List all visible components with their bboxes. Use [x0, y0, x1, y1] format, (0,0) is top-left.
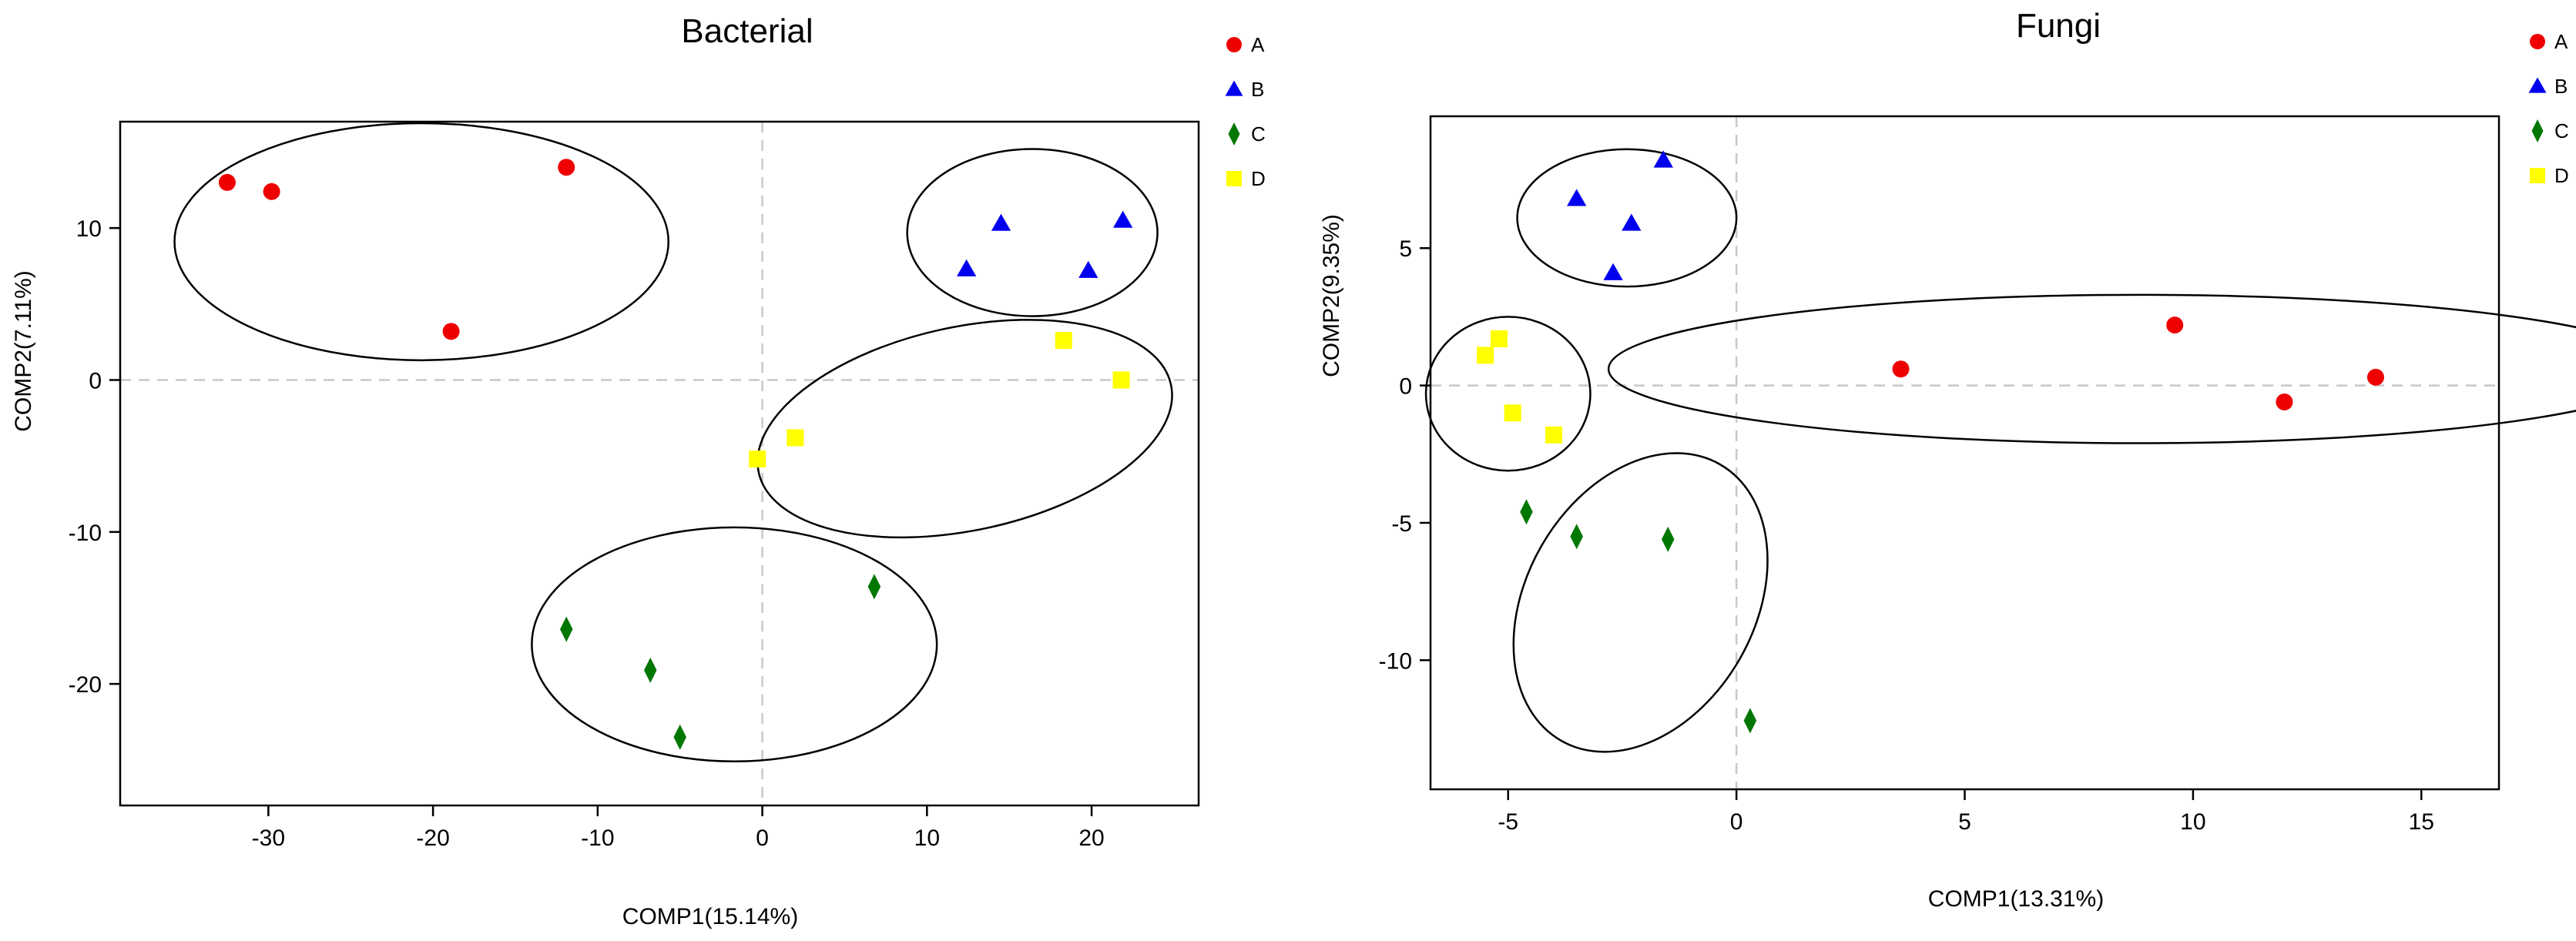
x-tick-label: 5: [1958, 809, 1971, 835]
x-tick-label: 0: [1730, 809, 1743, 835]
legend-label-B: B: [2554, 75, 2568, 98]
point-A: [1892, 360, 1910, 378]
x-tick-label: -30: [252, 825, 285, 851]
y-tick-label: -10: [69, 521, 102, 546]
legend-marker-B: [1225, 80, 1243, 96]
point-A: [218, 173, 236, 191]
chart-title: Fungi: [2016, 7, 2101, 45]
y-tick-label: 0: [89, 368, 102, 393]
legend-marker-A: [1226, 37, 1242, 52]
legend-marker-C: [2531, 119, 2544, 142]
x-tick-label: -20: [416, 825, 449, 851]
plot-frame: [119, 120, 1200, 807]
legend-label-A: A: [1251, 33, 1265, 56]
legend-marker-B: [2528, 77, 2547, 93]
x-tick-label: -10: [581, 825, 614, 851]
point-B: [1653, 150, 1673, 168]
point-D: [1504, 404, 1521, 422]
point-A: [558, 159, 575, 176]
legend-label-A: A: [2554, 30, 2568, 53]
point-D: [787, 429, 804, 447]
point-B: [1622, 213, 1642, 231]
y-axis-label: COMP2(9.35%): [1319, 214, 1344, 377]
point-C: [1570, 524, 1583, 550]
y-tick-label: 5: [1399, 236, 1412, 262]
legend-label-C: C: [1251, 122, 1266, 146]
x-tick-label: 10: [914, 825, 940, 851]
y-tick-label: -10: [1379, 648, 1412, 674]
x-tick-label: 15: [2409, 809, 2434, 835]
x-axis-label: COMP1(15.14%): [622, 904, 798, 929]
point-B: [1078, 260, 1098, 278]
x-axis-label: COMP1(13.31%): [1928, 886, 2104, 912]
point-A: [263, 183, 280, 200]
point-B: [991, 213, 1011, 231]
point-C: [643, 657, 657, 683]
x-tick-label: 20: [1078, 825, 1104, 851]
legend-label-B: B: [1251, 78, 1264, 101]
y-tick-label: 0: [1399, 374, 1412, 400]
point-C: [867, 574, 881, 600]
point-D: [1112, 371, 1130, 389]
point-C: [1520, 499, 1533, 525]
group-ellipse-A: [173, 122, 670, 362]
legend-label-C: C: [2554, 119, 2569, 142]
point-A: [2366, 368, 2384, 386]
chart-title: Bacterial: [681, 12, 813, 50]
plot-area: -5 0 5 10 15 -10 -5 0 5: [1379, 115, 2576, 835]
bacterial-panel: Bacterial COMP1(15.14%) COMP2(7.11%) -30…: [11, 12, 1266, 929]
x-tick-label: 0: [756, 825, 769, 851]
group-ellipse-B: [906, 148, 1159, 317]
y-tick-label: -5: [1391, 511, 1412, 537]
point-B: [1113, 210, 1133, 228]
point-D: [1490, 330, 1508, 347]
legend-label-D: D: [2554, 164, 2569, 187]
point-A: [2276, 393, 2293, 411]
point-C: [673, 724, 686, 750]
group-ellipse-B: [1516, 148, 1738, 288]
y-tick-label: 10: [76, 216, 102, 242]
point-C: [1661, 526, 1675, 552]
x-tick-label: -5: [1498, 809, 1518, 835]
group-ellipse-C: [1512, 452, 1769, 753]
point-D: [1545, 426, 1563, 444]
legend-marker-D: [1226, 171, 1242, 186]
point-D: [749, 450, 766, 468]
group-ellipse-A: [1608, 293, 2576, 444]
point-B: [956, 259, 977, 276]
point-A: [2166, 316, 2184, 334]
point-D: [1477, 347, 1494, 364]
group-ellipse-D: [1424, 316, 1592, 472]
point-D: [1055, 332, 1072, 350]
point-A: [442, 323, 460, 340]
x-tick-label: 10: [2180, 809, 2205, 835]
group-ellipse-C: [531, 526, 938, 763]
fungi-panel: Fungi COMP1(13.31%) COMP2(9.35%) -5 0 5 10 1…: [1319, 7, 2576, 912]
point-C: [1743, 708, 1757, 734]
legend-marker-D: [2530, 168, 2545, 183]
point-B: [1567, 189, 1587, 206]
legend-marker-A: [2530, 34, 2545, 49]
group-ellipse-D: [756, 319, 1173, 539]
legend-label-D: D: [1251, 167, 1266, 190]
legend-marker-C: [1228, 122, 1240, 146]
y-axis-label: COMP2(7.11%): [11, 270, 36, 432]
plot-area: -30 -20 -10 0 10 20 -20 -10 0 10: [69, 120, 1200, 851]
point-B: [1603, 263, 1623, 280]
point-C: [559, 616, 573, 642]
y-tick-label: -20: [69, 672, 102, 698]
